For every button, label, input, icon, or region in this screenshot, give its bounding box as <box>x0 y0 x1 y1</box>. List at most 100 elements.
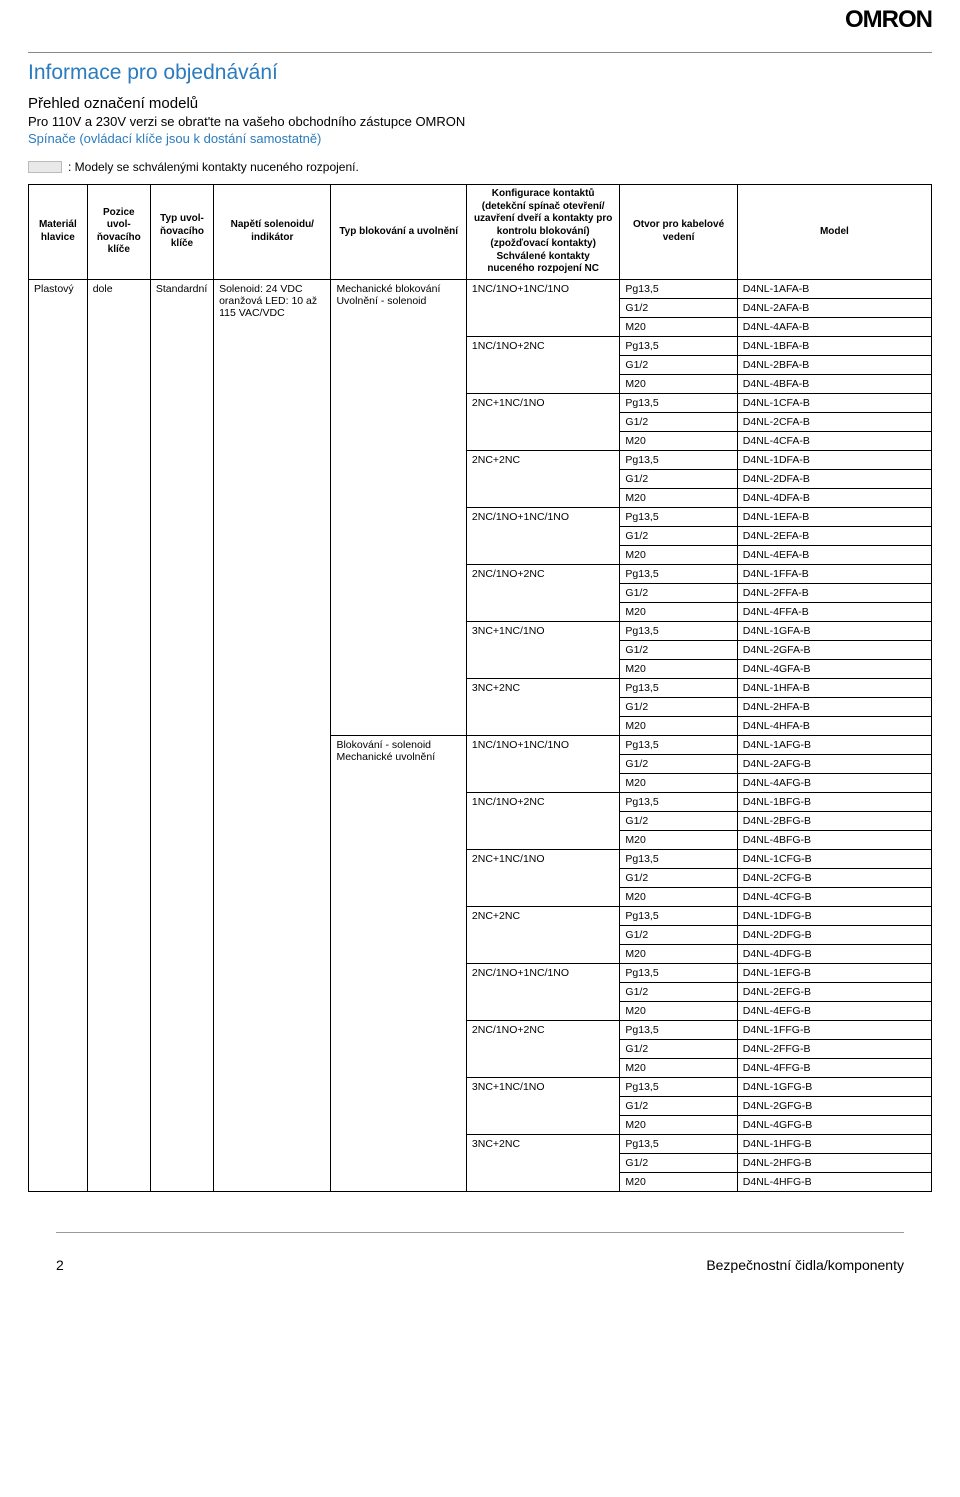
cell-otvor: Pg13,5 <box>620 906 737 925</box>
cell-model: D4NL-2AFA-B <box>737 298 931 317</box>
cell-konfigurace: 2NC/1NO+1NC/1NO <box>466 963 620 1020</box>
cell-otvor: M20 <box>620 1115 737 1134</box>
cell-otvor: Pg13,5 <box>620 336 737 355</box>
th-blokovani: Typ blokování a uvolnění <box>331 185 466 280</box>
cell-otvor: M20 <box>620 944 737 963</box>
cell-model: D4NL-2GFG-B <box>737 1096 931 1115</box>
cell-otvor: M20 <box>620 773 737 792</box>
cell-model: D4NL-2HFA-B <box>737 697 931 716</box>
cell-otvor: G1/2 <box>620 1096 737 1115</box>
cell-model: D4NL-1HFG-B <box>737 1134 931 1153</box>
cell-model: D4NL-2EFA-B <box>737 526 931 545</box>
cell-otvor: M20 <box>620 488 737 507</box>
cell-konfigurace: 1NC/1NO+2NC <box>466 336 620 393</box>
intro-line-2: Pro 110V a 230V verzi se obrat'te na vaš… <box>28 114 932 129</box>
cell-otvor: Pg13,5 <box>620 621 737 640</box>
cell-otvor: M20 <box>620 545 737 564</box>
cell-otvor: Pg13,5 <box>620 735 737 754</box>
section-title: Informace pro objednávání <box>28 61 932 85</box>
cell-otvor: G1/2 <box>620 412 737 431</box>
cell-model: D4NL-4FFA-B <box>737 602 931 621</box>
cell-model: D4NL-4BFG-B <box>737 830 931 849</box>
footer-right: Bezpečnostní čidla/komponenty <box>706 1257 904 1273</box>
cell-otvor: M20 <box>620 1172 737 1191</box>
page-number: 2 <box>56 1257 64 1273</box>
legend-swatch <box>28 161 62 173</box>
cell-otvor: G1/2 <box>620 583 737 602</box>
cell-otvor: G1/2 <box>620 697 737 716</box>
cell-model: D4NL-2CFG-B <box>737 868 931 887</box>
cell-model: D4NL-1DFG-B <box>737 906 931 925</box>
table-header-row: Materiál hlavice Pozice uvol-ňovacího kl… <box>29 185 932 280</box>
cell-model: D4NL-4HFA-B <box>737 716 931 735</box>
subtitle: Přehled označení modelů <box>28 95 932 112</box>
cell-otvor: M20 <box>620 317 737 336</box>
cell-otvor: M20 <box>620 659 737 678</box>
cell-konfigurace: 2NC+1NC/1NO <box>466 849 620 906</box>
cell-model: D4NL-1FFA-B <box>737 564 931 583</box>
cell-model: D4NL-1FFG-B <box>737 1020 931 1039</box>
cell-blokovani: Blokování - solenoid Mechanické uvolnění <box>331 735 466 1191</box>
cell-otvor: G1/2 <box>620 298 737 317</box>
cell-model: D4NL-2CFA-B <box>737 412 931 431</box>
cell-material: Plastový <box>29 279 88 1191</box>
cell-otvor: G1/2 <box>620 982 737 1001</box>
cell-model: D4NL-1CFG-B <box>737 849 931 868</box>
cell-otvor: Pg13,5 <box>620 678 737 697</box>
cell-pozice: dole <box>87 279 150 1191</box>
legend-text: : Modely se schválenými kontakty nucenéh… <box>68 160 359 174</box>
cell-typ: Standardní <box>150 279 213 1191</box>
cell-model: D4NL-4CFA-B <box>737 431 931 450</box>
cell-model: D4NL-2BFA-B <box>737 355 931 374</box>
cell-konfigurace: 3NC+2NC <box>466 678 620 735</box>
th-napeti: Napětí solenoidu/ indikátor <box>214 185 331 280</box>
cell-otvor: Pg13,5 <box>620 1077 737 1096</box>
cell-model: D4NL-2DFA-B <box>737 469 931 488</box>
cell-otvor: Pg13,5 <box>620 564 737 583</box>
cell-otvor: G1/2 <box>620 868 737 887</box>
cell-otvor: G1/2 <box>620 754 737 773</box>
cell-model: D4NL-1DFA-B <box>737 450 931 469</box>
cell-model: D4NL-4AFG-B <box>737 773 931 792</box>
page-footer: 2 Bezpečnostní čidla/komponenty <box>56 1232 904 1289</box>
legend: : Modely se schválenými kontakty nucenéh… <box>28 160 932 174</box>
cell-konfigurace: 3NC+2NC <box>466 1134 620 1191</box>
cell-konfigurace: 2NC/1NO+1NC/1NO <box>466 507 620 564</box>
cell-otvor: M20 <box>620 1058 737 1077</box>
cell-model: D4NL-2BFG-B <box>737 811 931 830</box>
cell-model: D4NL-1HFA-B <box>737 678 931 697</box>
cell-konfigurace: 2NC/1NO+2NC <box>466 1020 620 1077</box>
cell-model: D4NL-4HFG-B <box>737 1172 931 1191</box>
cell-konfigurace: 2NC+2NC <box>466 450 620 507</box>
cell-blokovani: Mechanické blokování Uvolnění - solenoid <box>331 279 466 735</box>
cell-model: D4NL-4DFG-B <box>737 944 931 963</box>
cell-model: D4NL-2DFG-B <box>737 925 931 944</box>
cell-model: D4NL-1BFG-B <box>737 792 931 811</box>
cell-model: D4NL-2GFA-B <box>737 640 931 659</box>
cell-model: D4NL-4AFA-B <box>737 317 931 336</box>
cell-model: D4NL-1BFA-B <box>737 336 931 355</box>
cell-otvor: Pg13,5 <box>620 1020 737 1039</box>
cell-otvor: M20 <box>620 830 737 849</box>
cell-otvor: G1/2 <box>620 640 737 659</box>
cell-napeti: Solenoid: 24 VDC oranžová LED: 10 až 115… <box>214 279 331 1191</box>
cell-otvor: Pg13,5 <box>620 507 737 526</box>
cell-model: D4NL-1AFG-B <box>737 735 931 754</box>
th-material: Materiál hlavice <box>29 185 88 280</box>
cell-otvor: G1/2 <box>620 925 737 944</box>
cell-otvor: G1/2 <box>620 811 737 830</box>
cell-konfigurace: 3NC+1NC/1NO <box>466 1077 620 1134</box>
cell-otvor: G1/2 <box>620 1039 737 1058</box>
cell-otvor: Pg13,5 <box>620 279 737 298</box>
cell-otvor: M20 <box>620 716 737 735</box>
cell-otvor: M20 <box>620 1001 737 1020</box>
cell-model: D4NL-1AFA-B <box>737 279 931 298</box>
cell-konfigurace: 3NC+1NC/1NO <box>466 621 620 678</box>
cell-model: D4NL-4CFG-B <box>737 887 931 906</box>
cell-otvor: Pg13,5 <box>620 393 737 412</box>
cell-otvor: M20 <box>620 374 737 393</box>
cell-otvor: Pg13,5 <box>620 1134 737 1153</box>
cell-model: D4NL-1GFA-B <box>737 621 931 640</box>
cell-model: D4NL-1CFA-B <box>737 393 931 412</box>
cell-model: D4NL-2EFG-B <box>737 982 931 1001</box>
